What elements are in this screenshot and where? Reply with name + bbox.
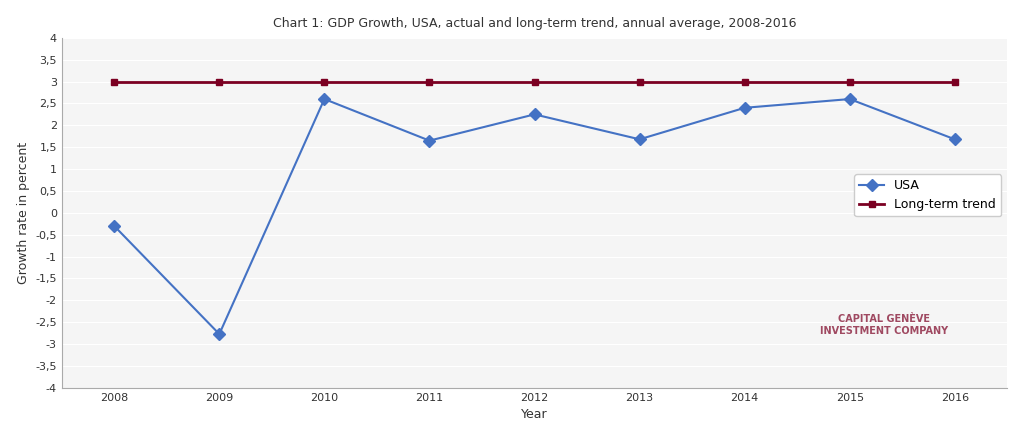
USA <box>844 96 856 102</box>
Long-term trend <box>844 79 856 84</box>
Line: Long-term trend: Long-term trend <box>111 78 958 85</box>
Line: USA: USA <box>110 95 958 338</box>
Long-term trend <box>109 79 121 84</box>
Legend: USA, Long-term trend: USA, Long-term trend <box>854 174 1001 216</box>
USA <box>948 137 961 142</box>
Long-term trend <box>948 79 961 84</box>
Long-term trend <box>528 79 541 84</box>
Long-term trend <box>423 79 435 84</box>
USA <box>109 223 121 229</box>
Long-term trend <box>318 79 331 84</box>
Text: CAPITAL GENÈVE
INVESTMENT COMPANY: CAPITAL GENÈVE INVESTMENT COMPANY <box>820 314 948 336</box>
USA <box>528 112 541 117</box>
USA <box>318 96 331 102</box>
USA <box>423 138 435 143</box>
USA <box>213 332 225 337</box>
Long-term trend <box>738 79 751 84</box>
USA <box>634 137 646 142</box>
USA <box>738 105 751 110</box>
Long-term trend <box>634 79 646 84</box>
Long-term trend <box>213 79 225 84</box>
Y-axis label: Growth rate in percent: Growth rate in percent <box>16 142 30 284</box>
Title: Chart 1: GDP Growth, USA, actual and long-term trend, annual average, 2008-2016: Chart 1: GDP Growth, USA, actual and lon… <box>272 17 797 30</box>
X-axis label: Year: Year <box>521 408 548 421</box>
